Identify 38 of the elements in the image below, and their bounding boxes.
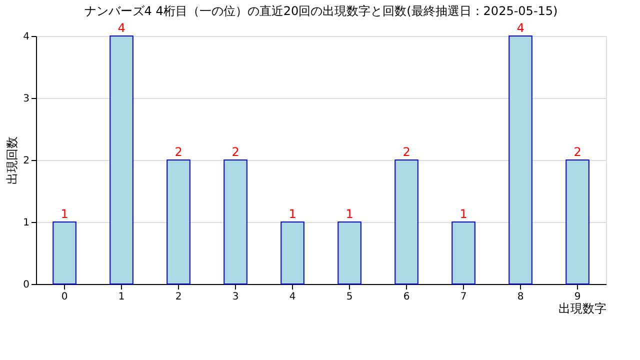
x-tick-label: 9 xyxy=(574,292,581,302)
x-tick-label: 7 xyxy=(460,292,467,302)
x-tick-label: 1 xyxy=(118,292,125,302)
data-label: 2 xyxy=(232,145,240,159)
x-tick-label: 2 xyxy=(175,292,182,302)
data-label: 4 xyxy=(516,21,524,35)
y-tick-label: 0 xyxy=(23,280,30,290)
x-tick-label: 3 xyxy=(232,292,239,302)
data-label: 1 xyxy=(346,207,354,221)
data-label: 2 xyxy=(174,145,182,159)
x-tick-label: 4 xyxy=(289,292,296,302)
data-label: 4 xyxy=(118,21,126,35)
bar xyxy=(338,222,362,284)
x-tick-label: 5 xyxy=(346,292,353,302)
data-label: 1 xyxy=(288,207,296,221)
y-tick-label: 1 xyxy=(23,218,30,228)
y-tick-label: 4 xyxy=(23,32,30,42)
data-label: 2 xyxy=(574,145,582,159)
x-tick-label: 6 xyxy=(403,292,410,302)
bar xyxy=(280,222,304,284)
data-label: 1 xyxy=(460,207,468,221)
bar xyxy=(394,160,418,284)
bar xyxy=(224,160,248,284)
y-axis-title: 出現回数 xyxy=(5,136,20,184)
y-tick-label: 2 xyxy=(23,156,30,166)
data-label: 1 xyxy=(60,207,68,221)
x-tick-label: 8 xyxy=(517,292,524,302)
bar xyxy=(110,36,134,284)
data-label: 2 xyxy=(402,145,410,159)
bar xyxy=(166,160,190,284)
y-tick-label: 3 xyxy=(23,94,30,104)
chart-title: ナンバーズ4 4桁目（一の位）の直近20回の出現数字と回数(最終抽選日：2025-05-15) xyxy=(84,4,558,18)
x-tick-label: 0 xyxy=(61,292,68,302)
bar xyxy=(52,222,76,284)
bar xyxy=(566,160,590,284)
bar xyxy=(508,36,532,284)
bar xyxy=(452,222,476,284)
x-axis-title: 出現数字 xyxy=(558,302,606,316)
